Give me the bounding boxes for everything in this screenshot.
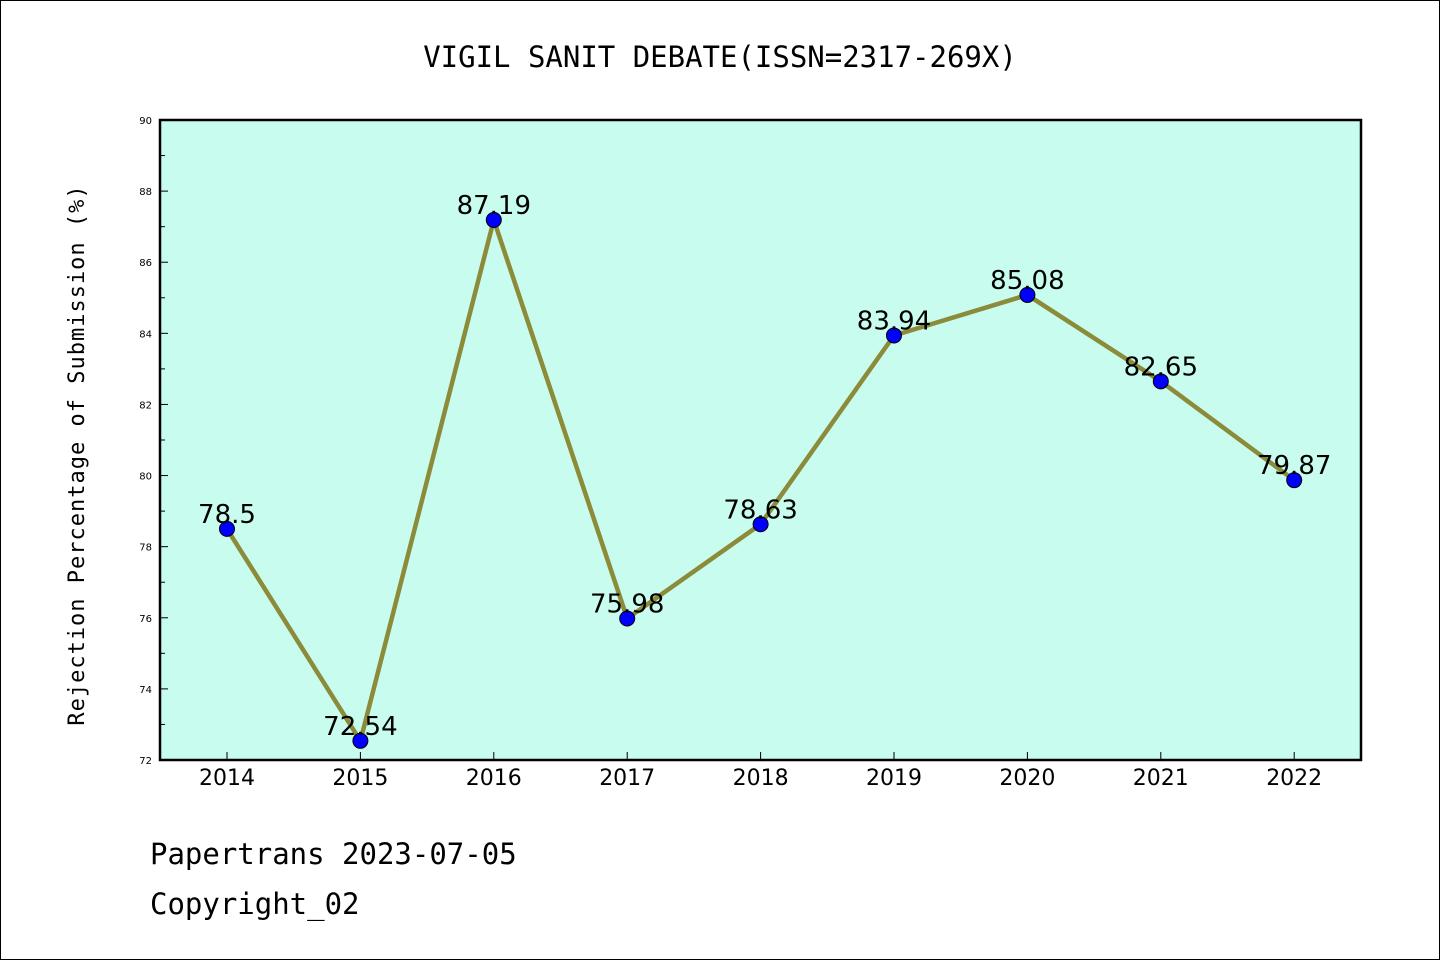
data-label: 78.63 (723, 495, 797, 525)
data-point (619, 610, 636, 627)
data-point (1152, 373, 1169, 390)
x-tick-label: 2015 (332, 766, 388, 791)
x-tick-label: 2021 (1133, 766, 1189, 791)
x-tick-label: 2020 (999, 766, 1055, 791)
y-tick-label: 88 (139, 187, 152, 198)
x-tick-label: 2022 (1266, 766, 1322, 791)
plot-border (158, 118, 1363, 762)
y-axis-label: Rejection Percentage of Submission (%) (65, 184, 90, 725)
data-point (1019, 286, 1036, 303)
data-label: 79.87 (1257, 451, 1331, 481)
x-tick-label: 2017 (599, 766, 655, 791)
y-tick-label: 76 (139, 614, 152, 625)
data-label: 87.19 (457, 191, 531, 221)
y-tick-label: 74 (139, 685, 152, 696)
data-labels: 78.5 72.54 87.19 75.98 78.63 83.94 85.08 82.65 7… (198, 191, 1331, 742)
data-point (352, 732, 369, 749)
data-point (219, 520, 235, 537)
y-tick-label: 72 (139, 756, 152, 767)
data-label: 72.54 (323, 712, 397, 742)
data-label: 75.98 (590, 589, 664, 619)
data-point (752, 516, 769, 533)
chart-title: VIGIL SANIT DEBATE(ISSN=2317-269X) (423, 40, 1017, 74)
data-markers (219, 211, 1303, 749)
x-tick-label: 2019 (866, 766, 922, 791)
x-tick-label: 2018 (733, 766, 789, 791)
x-axis: 2014 2015 2016 2017 2018 2019 2020 2021 2022 (199, 752, 1322, 791)
data-point (886, 327, 902, 344)
y-tick-label: 80 (139, 472, 152, 483)
y-tick-label: 90 (139, 116, 152, 127)
data-label: 82.65 (1124, 352, 1198, 382)
data-point (485, 211, 502, 228)
footer-date: Papertrans 2023-07-05 (150, 837, 517, 871)
footer-copyright: Copyright_02 (150, 887, 360, 922)
y-tick-label: 86 (139, 258, 152, 269)
data-label: 83.94 (857, 306, 931, 336)
x-tick-label: 2014 (199, 766, 255, 791)
data-point (1286, 472, 1303, 489)
plot-area (160, 120, 1361, 760)
y-tick-label: 78 (139, 543, 152, 554)
x-tick-label: 2016 (466, 766, 522, 791)
y-tick-label: 82 (139, 400, 152, 411)
y-tick-label: 84 (139, 329, 152, 340)
data-label: 78.5 (198, 500, 256, 530)
data-label: 85.08 (990, 266, 1064, 296)
